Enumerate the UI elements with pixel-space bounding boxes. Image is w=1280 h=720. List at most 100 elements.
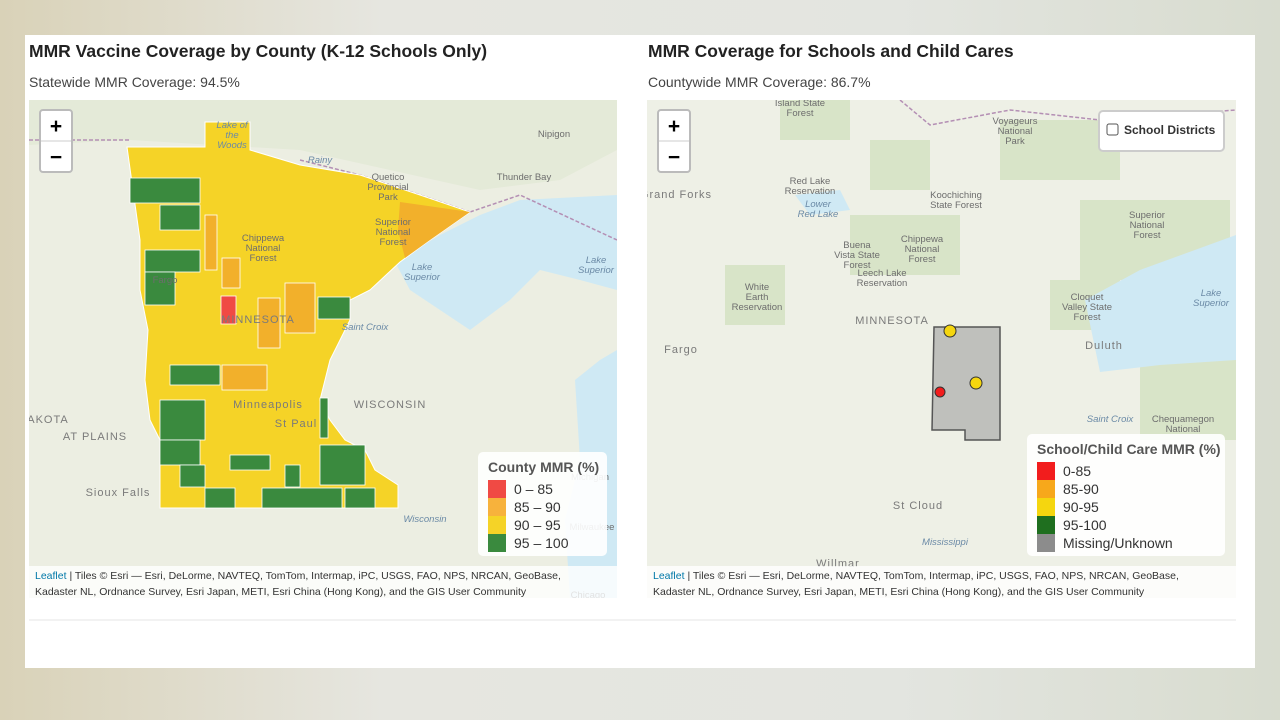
place-line: Nipigon <box>538 129 570 140</box>
place-label: Lower Red Lake <box>798 199 839 220</box>
place-line: Superior <box>404 272 441 283</box>
place-label: Thunder Bay <box>497 172 552 183</box>
place-label: Chippewa National Forest <box>901 234 944 265</box>
place-line: St Paul <box>275 418 317 430</box>
zoom-in[interactable]: + <box>50 115 62 138</box>
legend-swatch <box>1037 516 1055 534</box>
place-line: Forest <box>844 260 871 271</box>
left-subtitle: Statewide MMR Coverage: 94.5% <box>29 74 240 90</box>
checkbox-label[interactable]: School Districts <box>1124 123 1216 137</box>
place-label: AT PLAINS <box>63 431 127 443</box>
legend-swatch <box>488 498 506 516</box>
place-line: Buena <box>843 240 871 251</box>
legend-swatch <box>1037 498 1055 516</box>
place-label: WISCONSIN <box>354 399 427 411</box>
place-line: Lake of <box>216 120 249 131</box>
place-line: Valley State <box>1062 302 1112 313</box>
place-line: Sioux Falls <box>86 487 151 499</box>
place-line: Superior <box>1129 210 1165 221</box>
place-line: Quetico <box>372 172 405 183</box>
legend-label: 0-85 <box>1063 463 1091 479</box>
place-line: Reservation <box>785 186 836 197</box>
place-line: Grand Forks <box>640 189 712 201</box>
place-label: Lake Superior <box>404 262 441 283</box>
place-label: Fargo <box>664 344 698 356</box>
legend-swatch <box>1037 462 1055 480</box>
place-line: Red Lake <box>790 176 831 187</box>
layer-control <box>1098 110 1225 152</box>
legend-swatch <box>1037 534 1055 552</box>
place-line: National <box>998 126 1033 137</box>
place-line: State Forest <box>930 200 982 211</box>
place-label: Fargo <box>153 275 178 286</box>
place-line: Forest <box>787 108 814 119</box>
place-label: Wisconsin <box>403 514 446 525</box>
place-line: Mississippi <box>922 537 969 548</box>
place-line: White <box>745 282 769 293</box>
place-label: Voyageurs National Park <box>993 116 1038 147</box>
place-line: MINNESOTA <box>855 315 929 327</box>
place-line: Provincial <box>367 182 408 193</box>
attribution-text: | Tiles © Esri — Esri, DeLorme, NAVTEQ, … <box>685 570 1179 582</box>
attribution: Leaflet | Tiles © Esri — Esri, DeLorme, … <box>653 570 1179 582</box>
legend-label: 95 – 100 <box>514 535 569 551</box>
attribution-link[interactable]: Leaflet <box>35 570 67 582</box>
place-line: Forest <box>380 237 407 248</box>
zoom-out[interactable]: − <box>668 146 680 169</box>
legend-swatch <box>488 516 506 534</box>
legend-label: 0 – 85 <box>514 481 553 497</box>
place-label: Buena Vista State Forest <box>834 240 880 271</box>
place-line: Lake <box>412 262 433 273</box>
zoom-out[interactable]: − <box>50 146 62 169</box>
legend-label: 90-95 <box>1063 499 1099 515</box>
place-label: Island State Forest <box>775 98 825 119</box>
place-label: Leech Lake Reservation <box>857 268 908 289</box>
place-line: Chippewa <box>901 234 944 245</box>
place-line: WISCONSIN <box>354 399 427 411</box>
legend-label: 85 – 90 <box>514 499 561 515</box>
place-line: Lower <box>805 199 832 210</box>
place-label: Sioux Falls <box>86 487 151 499</box>
place-label: Quetico Provincial Park <box>367 172 408 203</box>
attribution: Kadaster NL, Ordnance Survey, Esri Japan… <box>35 586 527 598</box>
checkbox[interactable] <box>1106 123 1119 136</box>
place-line: Park <box>378 192 398 203</box>
place-label: Nipigon <box>538 129 570 140</box>
place-line: National <box>246 243 281 254</box>
place-line: Lake <box>1201 288 1222 299</box>
place-label: Lake Superior <box>578 255 615 276</box>
legend-label: 90 – 95 <box>514 517 561 533</box>
attribution-text: | Tiles © Esri — Esri, DeLorme, NAVTEQ, … <box>67 570 561 582</box>
legend-swatch <box>488 480 506 498</box>
place-line: Forest <box>1074 312 1101 323</box>
zoom-in[interactable]: + <box>668 115 680 138</box>
place-label: MINNESOTA <box>855 315 929 327</box>
legend-label: 85-90 <box>1063 481 1099 497</box>
place-line: Woods <box>217 140 247 151</box>
place-label: St Paul <box>275 418 317 430</box>
left-title: MMR Vaccine Coverage by County (K-12 Sch… <box>29 41 488 61</box>
place-label: AKOTA <box>27 414 68 426</box>
place-label: Chippewa National Forest <box>242 233 285 264</box>
place-label: White Earth Reservation <box>732 282 783 313</box>
place-label: Chequamegon National <box>1152 414 1214 435</box>
place-line: Rainy <box>308 155 334 166</box>
place-label: MINNESOTA <box>221 314 295 326</box>
place-label: Koochiching State Forest <box>930 190 982 211</box>
place-line: Vista State <box>834 250 880 261</box>
place-line: Cloquet <box>1071 292 1104 303</box>
legend-title: School/Child Care MMR (%) <box>1037 441 1221 457</box>
place-line: Superior <box>375 217 411 228</box>
legend-title: County MMR (%) <box>488 459 599 475</box>
place-line: St Cloud <box>893 500 943 512</box>
attribution-link[interactable]: Leaflet <box>653 570 685 582</box>
place-line: Koochiching <box>930 190 982 201</box>
place-line: Voyageurs <box>993 116 1038 127</box>
place-line: Duluth <box>1085 340 1123 352</box>
legend-box <box>478 452 607 556</box>
place-line: National <box>1130 220 1165 231</box>
place-line: AT PLAINS <box>63 431 127 443</box>
place-line: Leech Lake <box>857 268 906 279</box>
